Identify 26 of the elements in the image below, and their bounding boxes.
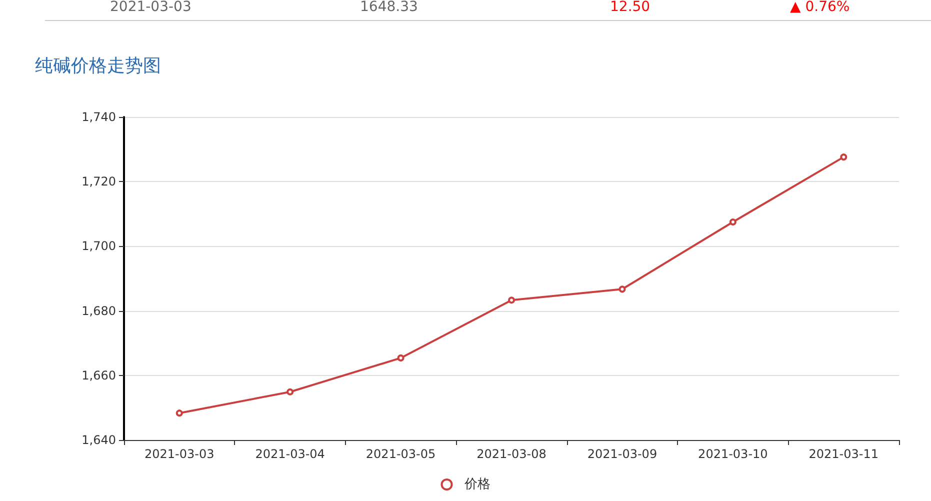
point bbox=[618, 286, 626, 293]
text: ▲ 0.76% bbox=[790, 0, 850, 15]
chart-title: 纯碱价格走势图 bbox=[35, 56, 161, 76]
text: 12.50 bbox=[610, 0, 650, 15]
x-tick-label: 2021-03-04 bbox=[255, 447, 325, 461]
point bbox=[840, 154, 848, 161]
x-tick-label: 2021-03-10 bbox=[698, 447, 768, 461]
x-tick-label: 2021-03-05 bbox=[366, 447, 436, 461]
text: 1648.33 bbox=[360, 0, 418, 15]
x-tick-label: 2021-03-08 bbox=[476, 447, 546, 461]
point bbox=[508, 296, 515, 304]
point bbox=[729, 218, 736, 226]
y-tick-label: 1,640 bbox=[82, 433, 116, 447]
point bbox=[176, 410, 183, 417]
text: 2021-03-03 bbox=[110, 0, 192, 15]
y-tick-label: 1,700 bbox=[82, 239, 116, 254]
x-tick-label: 2021-03-09 bbox=[587, 447, 658, 461]
y-tick-label: 1,660 bbox=[82, 368, 116, 382]
point bbox=[397, 354, 404, 362]
y-tick-label: 1,680 bbox=[82, 304, 116, 318]
x-tick-label: 2021-03-03 bbox=[144, 447, 214, 461]
y-tick-label: 1,740 bbox=[82, 110, 116, 124]
x-tick-label: 2021-03-11 bbox=[808, 447, 879, 461]
point bbox=[286, 388, 294, 396]
legend-label: 价格 bbox=[463, 477, 490, 492]
y-tick-label: 1,720 bbox=[82, 174, 116, 189]
